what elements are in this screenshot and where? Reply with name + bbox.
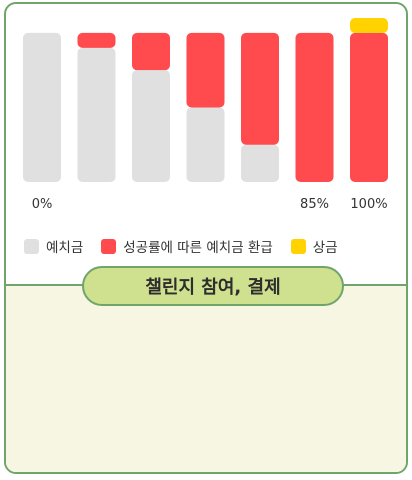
- bar-segment-refund-2: [132, 32, 170, 71]
- legend-swatch: [101, 238, 117, 254]
- bar-segment-refund-1: [77, 32, 116, 48]
- challenge-card: 예치금 결제해서 챌린지 참여 성공률에 따른 예치금 환급 예치금을 많이 걸…: [4, 2, 408, 474]
- bar-segment-prize-6: [350, 18, 388, 33]
- legend-item-prize: 상금: [290, 236, 338, 256]
- bar-segment-deposit-0: [23, 32, 61, 182]
- bar-segment-deposit-3: [186, 107, 225, 182]
- x-tick-label: 0%: [32, 197, 53, 212]
- legend-swatch: [24, 238, 39, 254]
- bar-segment-deposit-4: [241, 144, 279, 182]
- bar-segment-deposit-2: [132, 70, 170, 182]
- legend-label: 상금: [312, 240, 338, 256]
- section-title-pill: 챌린지 참여, 결제: [82, 266, 344, 306]
- x-tick-label: 100%: [350, 197, 387, 212]
- legend-item-deposit: 예치금: [24, 236, 83, 256]
- bar-segment-refund-3: [186, 32, 225, 108]
- bar-segment-deposit-1: [77, 47, 116, 183]
- x-tick-label: 85%: [300, 197, 329, 212]
- bar-segment-refund-5: [295, 32, 334, 182]
- bar-segment-refund-6: [350, 32, 388, 182]
- legend-label: 성공률에 따른 예치금 환급: [123, 240, 273, 256]
- stacked-bar-chart: 0% 85% 100%: [23, 18, 388, 212]
- legend-label: 예치금: [46, 240, 84, 256]
- bar-segment-refund-4: [241, 32, 279, 145]
- legend-swatch: [290, 238, 306, 254]
- info-panel: 예치금 결제해서 챌린지 참여 성공률에 따른 예치금 환급 예치금을 많이 걸…: [6, 284, 406, 472]
- legend-item-refund: 성공률에 따른 예치금 환급: [101, 236, 273, 256]
- chart-legend: 예치금 성공률에 따른 예치금 환급 상금: [24, 236, 338, 256]
